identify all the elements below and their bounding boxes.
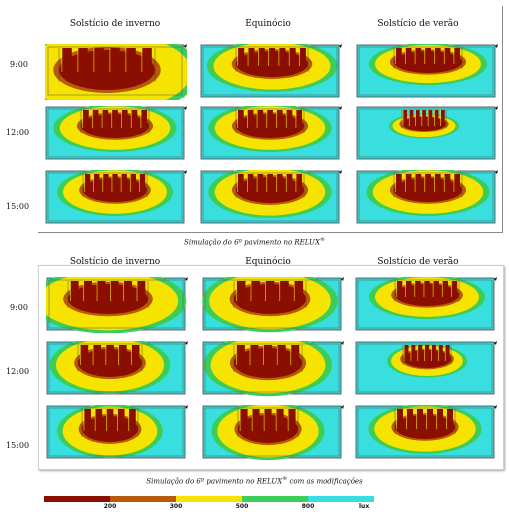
- row-header-9h: 9:00: [10, 60, 28, 69]
- sim-top-equinocio-12h: [200, 106, 342, 162]
- row-header-9h-mod: 9:00: [10, 303, 28, 312]
- sim-mod-inverno-12h: [46, 341, 188, 397]
- legend-tick-lux: lux: [358, 503, 370, 510]
- lux-legend: 200 300 500 800 lux: [44, 496, 374, 510]
- illuminance-map: [46, 277, 188, 333]
- column-header-verao-mod: Solstício de verão: [377, 257, 459, 267]
- sim-mod-equinocio-12h: [202, 341, 344, 397]
- caption-modified-text: Simulação do 6º pavimento no RELUX: [146, 477, 283, 486]
- sim-top-equinocio-15h: [200, 170, 342, 226]
- illuminance-map: [200, 106, 342, 160]
- row-header-12h: 12:00: [6, 128, 30, 137]
- lux-legend-ticks: 200 300 500 800 lux: [44, 502, 374, 510]
- illuminance-map: [200, 170, 342, 224]
- sim-mod-verao-15h: [355, 405, 497, 461]
- illuminance-map: [356, 170, 498, 224]
- caption-original-sup: ®: [319, 237, 325, 243]
- sim-top-verao-9h: [356, 44, 498, 100]
- illuminance-map: [356, 106, 498, 160]
- illuminance-map: [202, 341, 344, 397]
- legend-swatch-3: [176, 496, 242, 502]
- caption-modified-suffix: com as modificações: [287, 477, 363, 486]
- illuminance-map: [355, 405, 497, 459]
- legend-swatch-4: [242, 496, 308, 502]
- caption-original-text: Simulação do 6º pavimento no RELUX: [184, 238, 320, 247]
- row-header-12h-mod: 12:00: [6, 367, 30, 376]
- legend-tick-300: 300: [169, 503, 183, 510]
- sim-mod-inverno-15h: [46, 405, 188, 461]
- column-header-equinocio: Equinócio: [245, 19, 291, 29]
- sim-mod-inverno-9h: [46, 277, 188, 333]
- legend-tick-500: 500: [235, 503, 249, 510]
- sim-mod-verao-9h: [355, 277, 497, 333]
- caption-modified: Simulação do 6º pavimento no RELUX® com …: [0, 476, 509, 485]
- legend-swatch-5: [308, 496, 374, 502]
- illuminance-map: [45, 44, 187, 100]
- sim-mod-verao-12h: [355, 341, 497, 397]
- sim-top-inverno-12h: [45, 106, 187, 162]
- sim-top-verao-15h: [356, 170, 498, 226]
- legend-tick-800: 800: [301, 503, 315, 510]
- row-header-15h-mod: 15:00: [6, 441, 30, 450]
- illuminance-map: [355, 341, 497, 395]
- illuminance-map: [356, 44, 498, 98]
- illuminance-map: [355, 277, 497, 331]
- illuminance-map: [202, 277, 344, 333]
- column-header-equinocio-mod: Equinócio: [245, 257, 291, 267]
- illuminance-map: [202, 405, 344, 461]
- caption-modified-sup: ®: [282, 476, 288, 482]
- caption-original: Simulação do 6º pavimento no RELUX®: [0, 237, 509, 246]
- sim-mod-equinocio-15h: [202, 405, 344, 461]
- illuminance-map: [200, 44, 342, 98]
- column-header-verao: Solstício de verão: [377, 19, 459, 29]
- illuminance-map: [46, 405, 188, 459]
- legend-swatch-2: [110, 496, 176, 502]
- legend-tick-200: 200: [103, 503, 117, 510]
- sim-top-inverno-15h: [45, 170, 187, 226]
- illuminance-map: [46, 341, 188, 395]
- illuminance-map: [45, 170, 187, 224]
- column-header-inverno: Solstício de inverno: [69, 19, 161, 29]
- sim-top-inverno-9h: [45, 44, 187, 100]
- lux-legend-bar: [44, 496, 374, 502]
- row-header-15h: 15:00: [6, 202, 30, 211]
- illuminance-map: [45, 106, 187, 160]
- sim-mod-equinocio-9h: [202, 277, 344, 333]
- legend-swatch-1: [44, 496, 110, 502]
- sim-top-equinocio-9h: [200, 44, 342, 100]
- sim-top-verao-12h: [356, 106, 498, 162]
- column-header-inverno-mod: Solstício de inverno: [69, 257, 161, 267]
